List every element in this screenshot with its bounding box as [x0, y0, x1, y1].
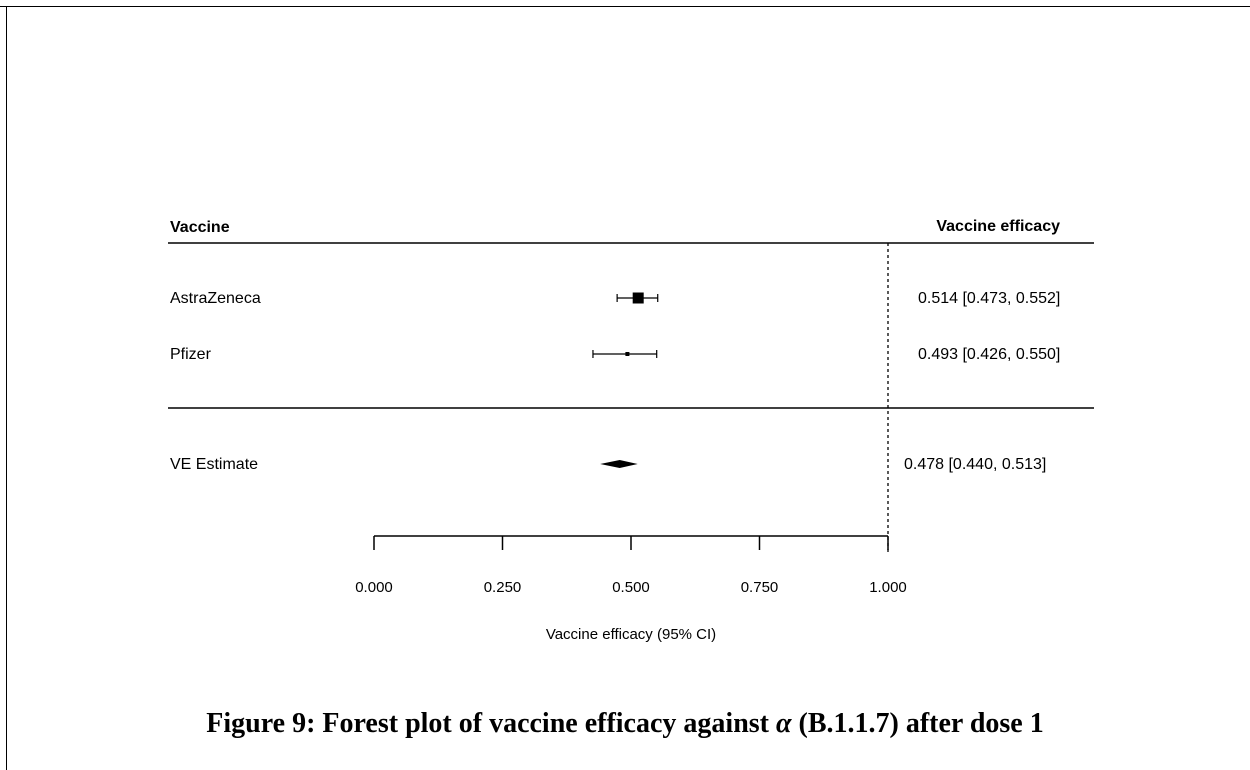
x-tick-label: 0.500 — [612, 579, 650, 596]
caption-suffix: (B.1.1.7) after dose 1 — [798, 708, 1044, 739]
study-value-text: 0.514 [0.473, 0.552] — [918, 290, 1060, 307]
x-axis-label: Vaccine efficacy (95% CI) — [546, 626, 716, 643]
frame-top-border — [0, 6, 1250, 7]
figure-caption: Figure 9: Forest plot of vaccine efficac… — [0, 708, 1250, 740]
forest-plot: Vaccine Vaccine efficacy AstraZeneca 0.5… — [168, 218, 1094, 643]
point-estimate — [632, 292, 644, 304]
study-label: AstraZeneca — [170, 290, 261, 307]
x-tick-label: 1.000 — [869, 579, 907, 596]
summary-diamond — [600, 460, 638, 468]
x-tick-label: 0.750 — [741, 579, 779, 596]
summary-label: VE Estimate — [170, 456, 258, 473]
study-label: Pfizer — [170, 346, 212, 363]
caption-prefix: Figure 9: Forest plot of vaccine efficac… — [206, 708, 769, 739]
x-tick-label: 0.250 — [484, 579, 522, 596]
x-tick-label: 0.000 — [355, 579, 393, 596]
caption-alpha-symbol: α — [776, 708, 792, 739]
frame-left-border — [6, 6, 7, 770]
header-right: Vaccine efficacy — [936, 218, 1060, 235]
header-left: Vaccine — [170, 219, 230, 236]
point-estimate — [625, 352, 630, 356]
study-value-text: 0.493 [0.426, 0.550] — [918, 346, 1060, 363]
summary-value-text: 0.478 [0.440, 0.513] — [904, 456, 1046, 473]
